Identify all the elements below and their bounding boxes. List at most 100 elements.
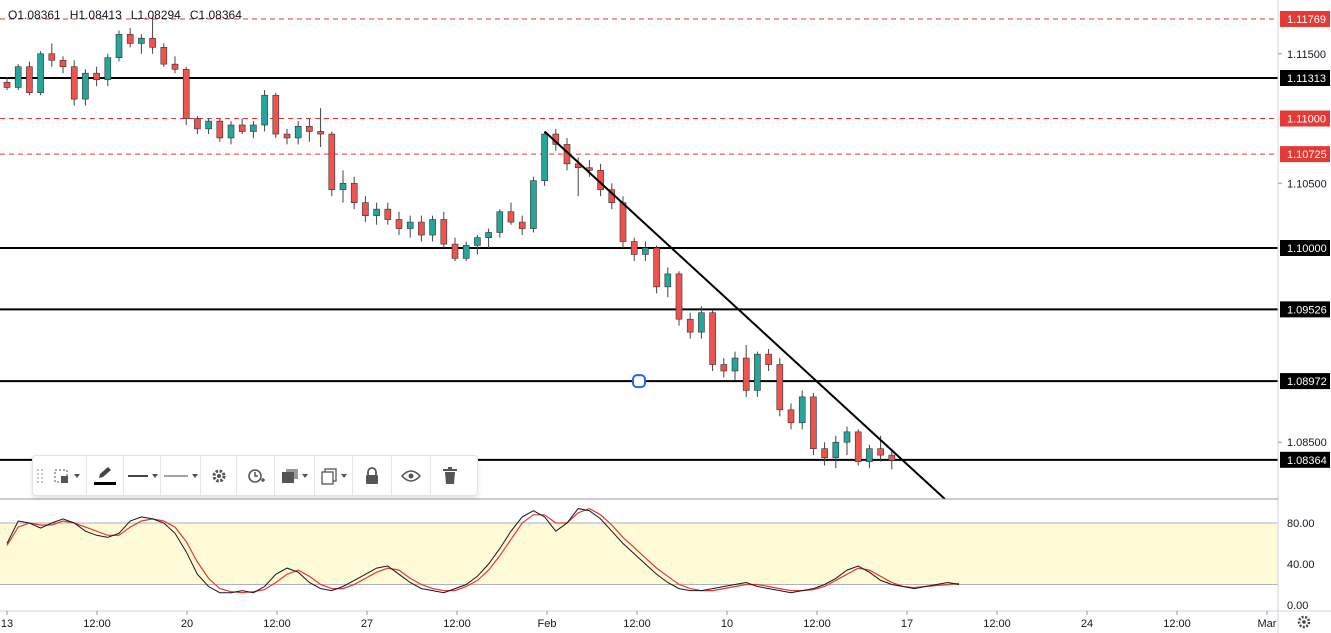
- gear-icon-ring: [1297, 615, 1311, 629]
- price-label-badge: [1280, 10, 1330, 27]
- time-tick-label: 20: [181, 618, 193, 630]
- trash-icon: [443, 466, 457, 484]
- time-tick-label: 12:00: [443, 618, 471, 630]
- line-width-icon: [164, 475, 188, 476]
- candle-down: [70, 66, 78, 100]
- candle-down: [810, 396, 817, 449]
- layers-icon: [282, 468, 298, 483]
- visibility-button[interactable]: [392, 456, 431, 495]
- price-label-badge: [1280, 451, 1330, 468]
- chevron-down-icon: [192, 473, 198, 478]
- line-style-button[interactable]: [124, 456, 161, 495]
- pencil-icon: [99, 467, 111, 478]
- candle-down: [888, 454, 896, 461]
- candle-down: [765, 353, 772, 365]
- visual-order-button[interactable]: [275, 456, 315, 495]
- gear-icon[interactable]: [1297, 615, 1311, 629]
- ohlc-close: C1.08364: [189, 8, 242, 22]
- time-tick-label: 12:00: [803, 618, 831, 630]
- candle-down: [418, 221, 425, 236]
- drawing-toolbar: [32, 455, 478, 496]
- candle-down: [317, 131, 324, 135]
- candle-down: [182, 69, 190, 119]
- candle-up: [14, 66, 22, 88]
- candle-down: [48, 53, 56, 61]
- candle-down: [518, 221, 526, 229]
- select-tool-button[interactable]: [47, 456, 87, 495]
- chevron-down-icon: [74, 473, 80, 478]
- add-alert-button[interactable]: [237, 456, 275, 495]
- price-label: 1.10725: [1287, 149, 1327, 161]
- candle-up: [104, 57, 112, 80]
- trendline[interactable]: [543, 130, 946, 500]
- select-icon: [54, 469, 68, 483]
- clone-icon: [321, 467, 337, 485]
- trendline-line: [543, 130, 946, 500]
- candle-up: [642, 247, 649, 255]
- price-label: 1.11000: [1287, 114, 1326, 126]
- candle-up: [115, 34, 123, 58]
- color-button[interactable]: [87, 456, 124, 495]
- line-anchor-handle[interactable]: [632, 374, 646, 389]
- drag-handle[interactable]: [33, 456, 47, 495]
- candle-up: [530, 180, 537, 229]
- line-width-button[interactable]: [161, 456, 201, 495]
- candle-down: [720, 364, 728, 372]
- candle-up: [731, 357, 739, 372]
- settings-button[interactable]: [201, 456, 237, 495]
- time-tick-label: 12:00: [1163, 618, 1191, 630]
- candle-down: [160, 47, 168, 65]
- candle-down: [238, 124, 246, 132]
- candle-up: [462, 245, 470, 259]
- candle-down: [440, 219, 448, 245]
- candle-up: [429, 219, 436, 236]
- candle-down: [451, 243, 459, 259]
- candle-up: [227, 124, 235, 139]
- candle-down: [877, 448, 884, 456]
- candle-up: [205, 120, 212, 130]
- candle-down: [776, 364, 784, 411]
- candle-down: [709, 312, 716, 365]
- candle-down: [395, 219, 403, 229]
- candle-up: [373, 208, 380, 216]
- price-tick-label: 1.11500: [1287, 49, 1326, 61]
- price-label: 1.11769: [1287, 14, 1326, 26]
- color-swatch: [94, 482, 116, 485]
- time-tick-label: 12:00: [263, 618, 291, 630]
- price-label-badge: [1280, 146, 1330, 163]
- time-tick-label: 12:00: [623, 618, 651, 630]
- delete-button[interactable]: [431, 456, 469, 495]
- candle-down: [272, 94, 280, 135]
- gear-icon: [212, 469, 225, 482]
- candle-up: [832, 441, 840, 459]
- ohlc-open: O1.08361: [8, 8, 61, 22]
- candle-down: [384, 208, 392, 220]
- price-label-badge: [1280, 240, 1330, 256]
- candle-down: [194, 118, 201, 130]
- candles: [3, 17, 896, 470]
- price-label-badge: [1280, 301, 1330, 318]
- oscillator-tick-label: 80.00: [1287, 518, 1315, 530]
- clone-button[interactable]: [315, 456, 353, 495]
- candle-down: [742, 357, 750, 391]
- candle-down: [306, 125, 313, 132]
- price-label-badge: [1280, 373, 1330, 390]
- price-tick-label: 1.10500: [1287, 178, 1327, 190]
- overbought-oversold-band: [0, 523, 1278, 585]
- time-tick-label: Feb: [538, 618, 557, 630]
- candle-down: [59, 59, 67, 68]
- lock-button[interactable]: [353, 456, 392, 495]
- candle-up: [474, 237, 481, 246]
- line-style-icon: [127, 474, 148, 477]
- time-tick-label: 17: [901, 618, 913, 630]
- ohlc-legend: O1.08361 H1.08413 L1.08294 C1.08364: [8, 8, 242, 22]
- price-label: 1.09526: [1287, 304, 1327, 316]
- ohlc-high: H1.08413: [69, 8, 122, 22]
- chevron-down-icon: [341, 473, 347, 478]
- time-tick-label: 12:00: [83, 618, 111, 630]
- candle-up: [406, 221, 414, 229]
- candle-up: [82, 72, 89, 100]
- candle-up: [698, 312, 705, 333]
- candle-up: [798, 396, 806, 424]
